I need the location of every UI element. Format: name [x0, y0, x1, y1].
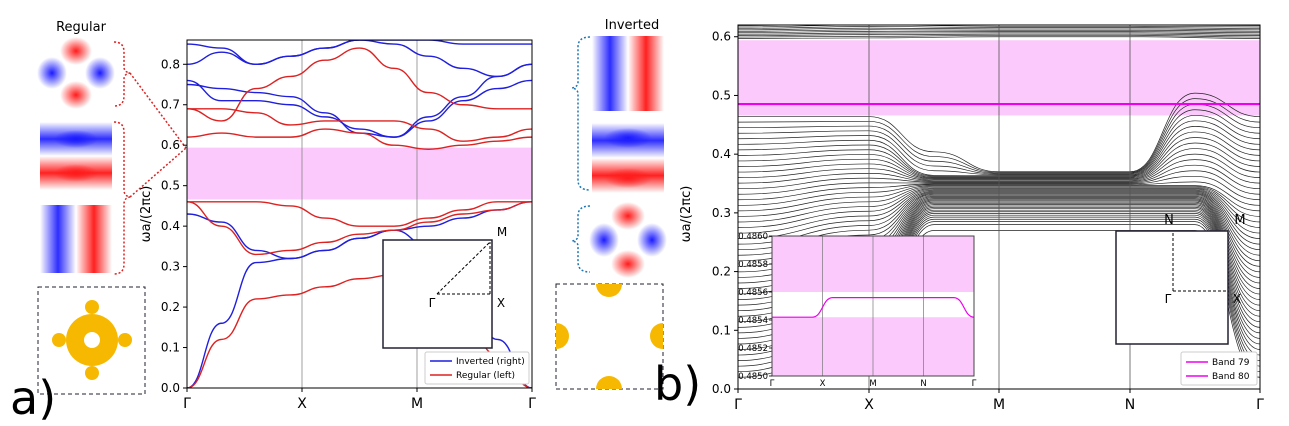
- legend-a: Inverted (right) Regular (left): [424, 351, 530, 385]
- plot-a: 0.0 0.1 0.2 0.3 0.4 0.5 0.6 0.7 0.8 Γ X M Γ ωa/(2πc…: [139, 39, 536, 412]
- inverted-brace-bottom: [571, 205, 591, 273]
- bz-b-x: X: [1233, 292, 1241, 306]
- xtick-b-1: X: [864, 397, 874, 413]
- inverted-mode-dipole-x: [592, 36, 664, 111]
- y-axis-label-b: ωa/(2πc): [679, 186, 694, 243]
- zoom-ytick-5: 0.4860: [738, 232, 768, 242]
- inverted-mode-quadrupole: [589, 202, 667, 278]
- inverted-brace-top: [571, 36, 591, 191]
- xtick-b-4: Γ: [1256, 397, 1264, 413]
- zoom-frame: [771, 235, 975, 377]
- xtick-a-1: X: [297, 396, 307, 412]
- zoom-ytick-0: 0.4850: [738, 372, 768, 382]
- xtick-b-3: N: [1125, 397, 1135, 413]
- bz-a-x: X: [497, 296, 505, 310]
- zoom-xtick-4: Γ: [972, 379, 977, 389]
- zoom-xtick-1: X: [820, 379, 826, 389]
- ytick-b-5: 0.5: [712, 88, 731, 102]
- xtick-b-2: M: [993, 397, 1005, 413]
- inverted-band-1: [187, 201, 532, 260]
- regular-mode-quadrupole: [37, 37, 115, 109]
- regular-band-2: [187, 201, 532, 256]
- zoom-xtick-2: M: [869, 379, 876, 389]
- zoom-xtick-3: N: [920, 379, 926, 389]
- ytick-a-1: 0.1: [161, 341, 180, 355]
- legend-a-regular: Regular (left): [456, 371, 515, 381]
- corner-label-m: M: [1234, 213, 1245, 228]
- y-axis-label-a: ωa/(2πc): [139, 186, 154, 243]
- ytick-b-1: 0.1: [712, 323, 731, 337]
- ytick-a-7: 0.7: [161, 98, 180, 112]
- zoom-ytick-1: 0.4852: [738, 344, 768, 354]
- inverted-mode-dipole-y: [592, 123, 664, 193]
- regular-pointer-bottom: [129, 147, 187, 198]
- regular-band-4: [187, 108, 532, 142]
- regular-unit-cell: [37, 286, 146, 395]
- ytick-a-6: 0.6: [161, 138, 180, 152]
- regular-label: Regular: [56, 20, 107, 35]
- legend-b-band80: Band 80: [1212, 372, 1250, 382]
- inverted-band-5: [187, 40, 532, 65]
- inverted-unit-cell: [555, 283, 664, 390]
- inverted-label: Inverted: [605, 18, 659, 33]
- zoom-xtick-0: Γ: [770, 379, 775, 389]
- ytick-a-0: 0.0: [161, 381, 180, 395]
- zoom-edge-band: [772, 297, 975, 318]
- bz-b-gamma: Γ: [1165, 292, 1172, 306]
- xtick-b-0: Γ: [734, 397, 742, 413]
- xtick-a-3: Γ: [528, 396, 536, 412]
- ytick-b-0: 0.0: [712, 382, 731, 396]
- bz-inset-b: Γ X: [1115, 230, 1241, 345]
- band-gap-a: [187, 147, 532, 200]
- regular-mode-dipole-y: [40, 122, 112, 190]
- bz-a-gamma: Γ: [429, 296, 436, 310]
- panel-b-letter: b): [654, 357, 701, 411]
- legend-b-band79: Band 79: [1212, 358, 1250, 368]
- ytick-b-2: 0.2: [712, 265, 731, 279]
- panel-a-letter: a): [10, 371, 56, 425]
- bz-inset-a: Γ X M: [382, 225, 507, 349]
- ytick-a-5: 0.5: [161, 179, 180, 193]
- ytick-a-2: 0.2: [161, 300, 180, 314]
- ytick-b-6: 0.6: [712, 30, 731, 44]
- bz-a-m: M: [497, 225, 507, 239]
- regular-band-5: [187, 47, 532, 122]
- xtick-a-2: M: [411, 396, 423, 412]
- zoom-inset-b: 0.4850 0.4852 0.4854 0.4856 0.4858 0.4860 Γ X M…: [738, 232, 976, 389]
- regular-band-1: [187, 201, 532, 227]
- legend-b: Band 79 Band 80: [1180, 351, 1258, 386]
- ytick-a-4: 0.4: [161, 219, 180, 233]
- zoom-ytick-2: 0.4854: [738, 316, 768, 326]
- zoom-ytick-3: 0.4856: [738, 288, 768, 298]
- corner-label-n: N: [1164, 213, 1174, 228]
- legend-a-inverted: Inverted (right): [456, 357, 525, 367]
- regular-brace-top: [113, 41, 131, 107]
- ytick-b-4: 0.4: [712, 147, 731, 161]
- regular-mode-dipole-x: [40, 205, 112, 273]
- ytick-a-3: 0.3: [161, 260, 180, 274]
- xtick-a-0: Γ: [183, 396, 191, 412]
- zoom-ytick-4: 0.4858: [738, 260, 768, 270]
- regular-band-3: [187, 128, 532, 150]
- regular-brace-bottom: [113, 121, 131, 275]
- inverted-band-3: [187, 79, 532, 138]
- ytick-b-3: 0.3: [712, 206, 731, 220]
- ytick-a-8: 0.8: [161, 57, 180, 71]
